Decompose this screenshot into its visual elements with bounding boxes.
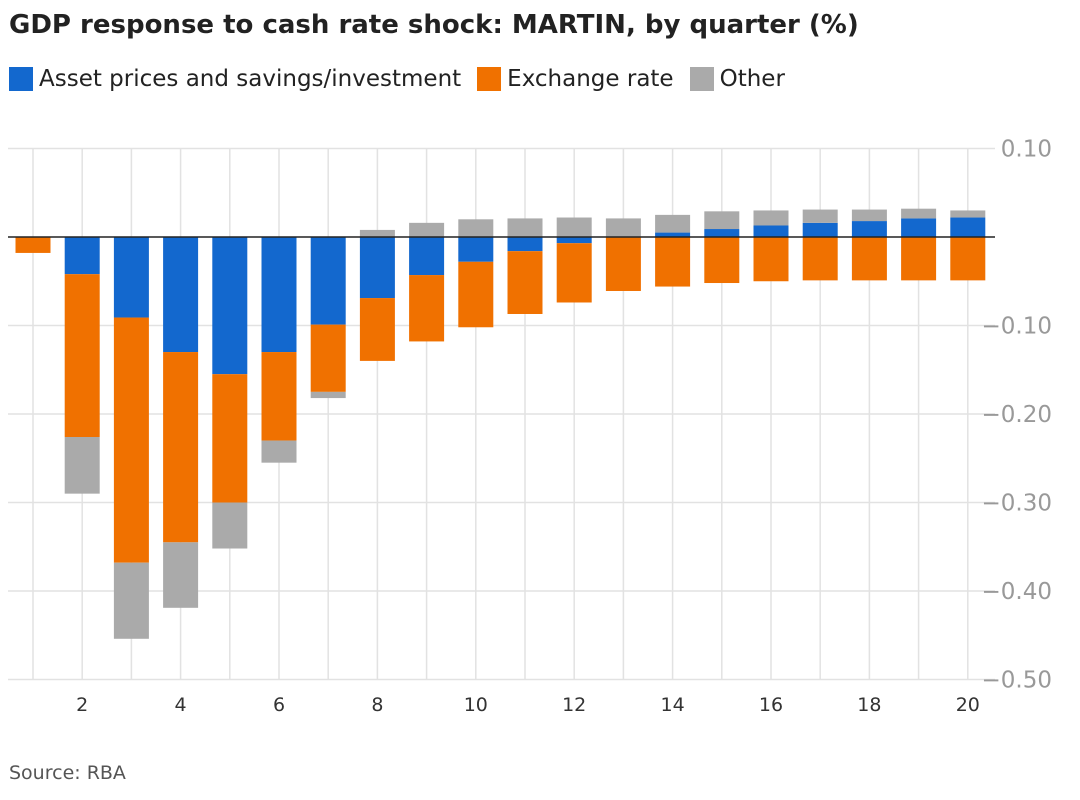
chart-title: GDP response to cash rate shock: MARTIN,…: [9, 10, 859, 40]
bar-other: [261, 440, 297, 463]
legend-label-asset-prices: Asset prices and savings/investment: [39, 66, 462, 92]
legend-item-exchange-rate: Exchange rate: [477, 66, 674, 92]
bar-exchange-rate: [310, 324, 346, 392]
y-tick-label: 0.10: [1001, 137, 1052, 163]
bar-other: [802, 209, 838, 223]
bar-exchange-rate: [15, 237, 51, 253]
legend-label-exchange-rate: Exchange rate: [507, 66, 674, 92]
bar-other: [113, 562, 149, 639]
bar-other: [704, 211, 740, 230]
x-tick-label: 16: [759, 694, 783, 716]
y-tick-label: −0.50: [982, 668, 1052, 694]
legend-label-other: Other: [719, 66, 785, 92]
bar-asset-prices-and-savings-investment: [851, 221, 887, 237]
bar-exchange-rate: [901, 237, 937, 281]
x-tick-label: 20: [956, 694, 980, 716]
bar-other: [655, 214, 691, 233]
bar-other: [556, 217, 592, 237]
x-tick-label: 2: [76, 694, 88, 716]
bar-asset-prices-and-savings-investment: [507, 237, 543, 252]
bar-exchange-rate: [64, 274, 100, 438]
bar-asset-prices-and-savings-investment: [212, 237, 248, 375]
x-tick-label: 4: [175, 694, 187, 716]
x-tick-label: 18: [857, 694, 881, 716]
bar-other: [310, 391, 346, 399]
legend-item-other: Other: [689, 66, 785, 92]
source-note: Source: RBA: [9, 762, 126, 784]
y-tick-label: −0.20: [982, 402, 1052, 428]
bar-other: [901, 208, 937, 219]
y-tick-label: −0.10: [982, 314, 1052, 340]
x-tick-label: 12: [562, 694, 586, 716]
bar-exchange-rate: [113, 317, 149, 563]
bar-asset-prices-and-savings-investment: [655, 232, 691, 237]
legend: Asset prices and savings/investment Exch…: [9, 66, 801, 92]
bar-other: [458, 219, 494, 237]
y-tick-label: −0.30: [982, 491, 1052, 517]
bar-other: [359, 229, 395, 237]
bar-exchange-rate: [458, 261, 494, 328]
bar-exchange-rate: [655, 237, 691, 287]
legend-swatch-exchange-rate: [477, 67, 502, 91]
bar-asset-prices-and-savings-investment: [64, 237, 100, 275]
bar-exchange-rate: [556, 243, 592, 303]
bar-other: [950, 210, 986, 218]
bar-exchange-rate: [851, 237, 887, 281]
bar-exchange-rate: [704, 237, 740, 284]
bar-exchange-rate: [212, 374, 248, 503]
bar-asset-prices-and-savings-investment: [458, 237, 494, 262]
legend-swatch-other: [689, 67, 714, 91]
bar-asset-prices-and-savings-investment: [310, 237, 346, 325]
bar-exchange-rate: [359, 298, 395, 361]
bar-asset-prices-and-savings-investment: [261, 237, 297, 353]
bar-asset-prices-and-savings-investment: [163, 237, 199, 353]
bar-exchange-rate: [753, 237, 789, 282]
bar-other: [64, 437, 100, 494]
bar-exchange-rate: [163, 352, 199, 543]
bar-other: [163, 542, 199, 608]
bar-exchange-rate: [605, 237, 641, 291]
bar-other: [851, 209, 887, 222]
bar-other: [212, 502, 248, 549]
bar-other: [753, 210, 789, 226]
x-tick-label: 10: [464, 694, 488, 716]
bar-asset-prices-and-savings-investment: [950, 217, 986, 237]
y-tick-label: −0.40: [982, 579, 1052, 605]
bar-exchange-rate: [802, 237, 838, 281]
bar-other: [409, 222, 445, 237]
legend-swatch-asset-prices: [9, 67, 33, 91]
bar-other: [605, 218, 641, 237]
x-tick-label: 14: [661, 694, 685, 716]
bar-exchange-rate: [950, 237, 986, 281]
bar-asset-prices-and-savings-investment: [409, 237, 445, 276]
bar-asset-prices-and-savings-investment: [901, 218, 937, 237]
x-tick-label: 6: [273, 694, 285, 716]
bar-exchange-rate: [409, 275, 445, 342]
bar-asset-prices-and-savings-investment: [704, 229, 740, 237]
bar-asset-prices-and-savings-investment: [802, 222, 838, 237]
bar-asset-prices-and-savings-investment: [556, 237, 592, 244]
bar-exchange-rate: [261, 352, 297, 441]
bar-asset-prices-and-savings-investment: [113, 237, 149, 318]
bar-exchange-rate: [507, 251, 543, 314]
x-tick-label: 8: [371, 694, 383, 716]
legend-item-asset-prices: Asset prices and savings/investment: [9, 66, 461, 92]
bar-asset-prices-and-savings-investment: [359, 237, 395, 299]
bar-asset-prices-and-savings-investment: [753, 225, 789, 237]
bar-other: [507, 218, 543, 237]
